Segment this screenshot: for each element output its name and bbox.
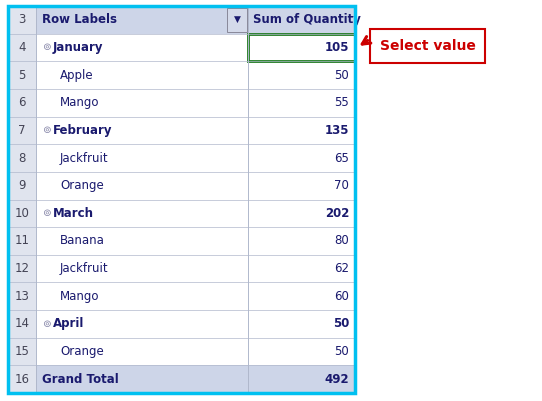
Text: Apple: Apple (60, 69, 94, 82)
Bar (36, 200, 355, 227)
Bar (36, 310, 355, 338)
Bar (8, 282, 36, 310)
Text: 11: 11 (15, 235, 29, 247)
Text: April: April (53, 318, 85, 330)
Text: 70: 70 (334, 179, 349, 192)
Text: 202: 202 (325, 207, 349, 220)
Bar (36, 365, 355, 393)
Text: ⊚: ⊚ (42, 126, 51, 136)
Bar (36, 34, 355, 61)
Text: 105: 105 (325, 41, 349, 54)
Text: 15: 15 (15, 345, 29, 358)
Text: Orange: Orange (60, 345, 104, 358)
Text: 6: 6 (18, 96, 26, 109)
Text: 492: 492 (324, 373, 349, 386)
Text: 10: 10 (15, 207, 29, 220)
Text: 14: 14 (15, 318, 29, 330)
Text: Row Labels: Row Labels (42, 13, 117, 26)
Text: 80: 80 (334, 235, 349, 247)
Text: 135: 135 (325, 124, 349, 137)
Text: ▼: ▼ (234, 15, 241, 24)
Text: Sum of Quantity: Sum of Quantity (253, 13, 361, 26)
Bar (8, 365, 36, 393)
Text: 12: 12 (15, 262, 29, 275)
Bar (36, 117, 355, 144)
Bar (8, 144, 36, 172)
Text: 16: 16 (15, 373, 29, 386)
Bar (8, 200, 36, 227)
Bar (370, 29, 485, 63)
Bar (8, 61, 36, 89)
Bar (36, 338, 355, 365)
Bar (36, 89, 355, 117)
Bar (36, 282, 355, 310)
Bar (8, 89, 36, 117)
Text: 50: 50 (334, 69, 349, 82)
Bar (8, 172, 36, 200)
Text: January: January (53, 41, 104, 54)
Bar (36, 61, 355, 89)
Text: February: February (53, 124, 113, 137)
Bar (36, 255, 355, 282)
Bar (36, 6, 355, 34)
Text: Select value: Select value (379, 39, 475, 53)
Text: 4: 4 (18, 41, 26, 54)
Text: 5: 5 (18, 69, 25, 82)
Text: 3: 3 (18, 13, 25, 26)
Text: ⊚: ⊚ (42, 43, 51, 53)
Text: ⊚: ⊚ (42, 319, 51, 329)
Bar (8, 310, 36, 338)
Text: Grand Total: Grand Total (42, 373, 119, 386)
Text: 50: 50 (333, 318, 349, 330)
Bar (8, 338, 36, 365)
Text: ⊚: ⊚ (42, 209, 51, 218)
Bar (8, 117, 36, 144)
Text: 13: 13 (15, 290, 29, 303)
Text: 60: 60 (334, 290, 349, 303)
Text: Jackfruit: Jackfruit (60, 262, 108, 275)
Text: Orange: Orange (60, 179, 104, 192)
Bar (36, 172, 355, 200)
Text: Jackfruit: Jackfruit (60, 152, 108, 164)
Text: Mango: Mango (60, 96, 100, 109)
Text: 9: 9 (18, 179, 26, 192)
Text: 50: 50 (334, 345, 349, 358)
Bar (8, 255, 36, 282)
Bar (8, 227, 36, 255)
Text: 7: 7 (18, 124, 26, 137)
Bar (227, 8, 247, 32)
Text: March: March (53, 207, 94, 220)
Bar (36, 144, 355, 172)
Text: Mango: Mango (60, 290, 100, 303)
Text: 55: 55 (334, 96, 349, 109)
Bar (8, 34, 36, 61)
Bar (8, 6, 36, 34)
Text: Banana: Banana (60, 235, 105, 247)
Bar (8, 6, 355, 393)
Text: 8: 8 (18, 152, 25, 164)
Text: 62: 62 (334, 262, 349, 275)
Bar (36, 227, 355, 255)
Text: 65: 65 (334, 152, 349, 164)
Bar (248, 34, 355, 61)
